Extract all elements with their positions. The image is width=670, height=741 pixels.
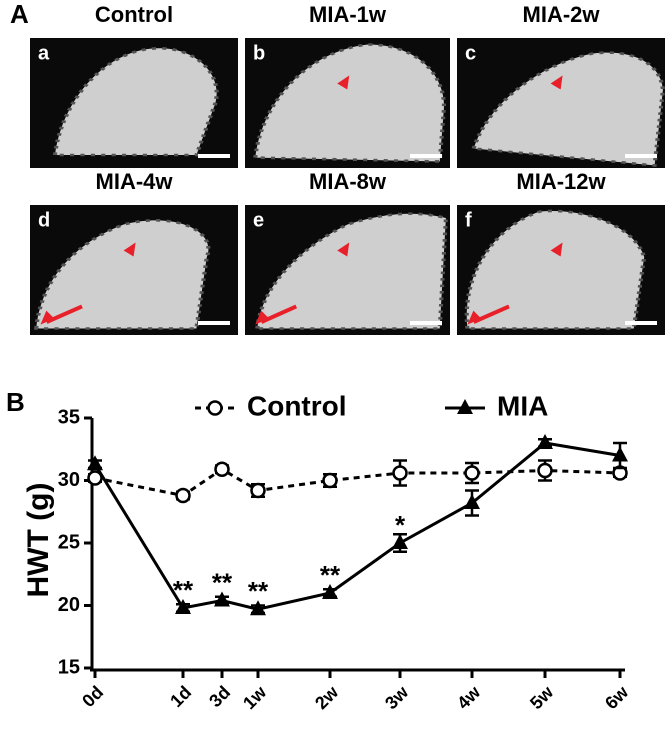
data-point (464, 465, 480, 481)
data-point (250, 600, 266, 616)
image-title: MIA-8w (309, 169, 387, 194)
data-point (175, 599, 191, 614)
x-tick-label: 3d (205, 682, 234, 711)
series-line (94, 467, 621, 498)
data-point (392, 465, 408, 481)
data-point (214, 591, 230, 607)
image-title: MIA-12w (516, 169, 606, 194)
panel-letter: f (465, 209, 472, 231)
data-point (175, 487, 191, 504)
x-tick-label: 6w (601, 681, 633, 713)
data-point (322, 584, 338, 599)
data-point (537, 434, 553, 449)
y-tick-label: 30 (58, 469, 80, 491)
arrowhead (337, 242, 350, 257)
significance-label: * (395, 510, 406, 540)
y-axis-label: HWT (g) (22, 483, 55, 598)
tissue (54, 48, 217, 156)
x-tick-label: 2w (311, 681, 343, 713)
arrow-head (40, 310, 55, 325)
trabecular-texture (471, 51, 666, 167)
x-tick-label: 4w (453, 681, 485, 713)
panel-letter: a (38, 42, 50, 64)
x-tick-label: 5w (526, 681, 558, 713)
data-point (392, 534, 408, 549)
significance-label: ** (320, 560, 341, 590)
panel-letter: e (253, 209, 264, 231)
trabecular-texture (34, 219, 211, 330)
data-point (250, 482, 266, 499)
panel-letter: d (38, 209, 50, 231)
arrow (472, 304, 510, 324)
data-point (87, 455, 103, 471)
micro-ct-image: a (30, 38, 238, 168)
micro-ct-image: b (245, 38, 450, 168)
trabecular-texture (52, 47, 219, 157)
arrowhead (550, 75, 563, 90)
tissue (255, 44, 444, 162)
data-point (464, 494, 480, 509)
data-point (214, 461, 230, 477)
arrowhead (337, 75, 350, 90)
micro-ct-image: e (245, 205, 450, 335)
data-point (87, 470, 103, 486)
legend-marker (457, 399, 473, 414)
trabecular-texture (253, 43, 446, 163)
trabecular-texture (464, 209, 647, 330)
micro-ct-image: f (457, 205, 665, 335)
image-title: MIA-2w (523, 2, 601, 27)
image-title: Control (95, 2, 173, 27)
x-tick-label: 1w (239, 681, 271, 713)
image-title: MIA-4w (96, 169, 174, 194)
y-tick-label: 25 (58, 531, 80, 553)
significance-label: ** (212, 567, 233, 597)
tissue (257, 213, 446, 329)
x-tick-label: 0d (78, 682, 107, 711)
y-tick-label: 15 (58, 656, 80, 678)
arrow-head (255, 310, 270, 325)
legend-marker (207, 400, 223, 416)
tissue (473, 52, 663, 166)
legend-label: MIA (497, 390, 548, 421)
y-tick-label: 20 (58, 594, 80, 616)
arrow (45, 304, 83, 324)
significance-label: ** (173, 575, 194, 605)
legend-label: Control (247, 390, 347, 421)
image-title: MIA-1w (309, 2, 387, 27)
data-point (322, 472, 338, 489)
x-tick-label: 1d (166, 682, 195, 711)
panel-letter: c (465, 42, 476, 64)
panel-letter: b (253, 42, 265, 64)
arrow-head (467, 310, 482, 325)
panel-label: A (10, 0, 29, 29)
data-point (612, 446, 628, 462)
tissue (466, 210, 645, 329)
data-point (537, 462, 553, 479)
micro-ct-image: c (457, 38, 666, 168)
arrowhead (123, 242, 136, 257)
tissue (36, 220, 209, 329)
panel-label: B (6, 387, 25, 417)
y-tick-label: 35 (58, 406, 80, 428)
x-tick-label: 3w (381, 681, 413, 713)
arrowhead (550, 242, 563, 257)
significance-label: ** (248, 576, 269, 606)
micro-ct-image: d (30, 205, 238, 335)
trabecular-texture (255, 212, 449, 330)
